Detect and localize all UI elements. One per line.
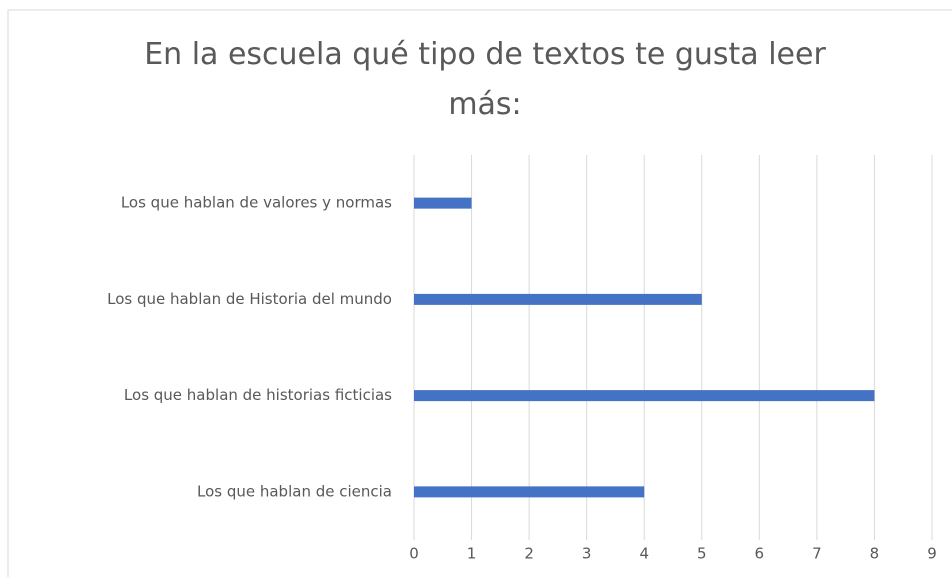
x-tick-label: 0 — [409, 545, 419, 563]
bar — [414, 486, 645, 498]
chart-title: En la escuela qué tipo de textos te gust… — [144, 37, 826, 122]
x-tick-label: 7 — [812, 545, 822, 563]
y-tick-label: Los que hablan de ciencia — [197, 482, 392, 500]
x-tick-label: 4 — [639, 545, 649, 563]
x-tick-label: 1 — [467, 545, 477, 563]
bar — [414, 293, 702, 305]
y-tick-label: Los que hablan de historias ficticias — [124, 386, 392, 404]
x-tick-label: 2 — [524, 545, 534, 563]
bar — [414, 390, 875, 402]
x-tick-label: 6 — [755, 545, 765, 563]
y-tick-label: Los que hablan de valores y normas — [121, 194, 392, 212]
x-tick-label: 8 — [870, 545, 880, 563]
chart-border — [7, 9, 952, 577]
x-tick-label: 3 — [582, 545, 592, 563]
bar — [414, 197, 472, 209]
x-tick-label: 5 — [697, 545, 707, 563]
y-tick-label: Los que hablan de Historia del mundo — [107, 290, 392, 308]
x-tick-label: 9 — [927, 545, 937, 563]
